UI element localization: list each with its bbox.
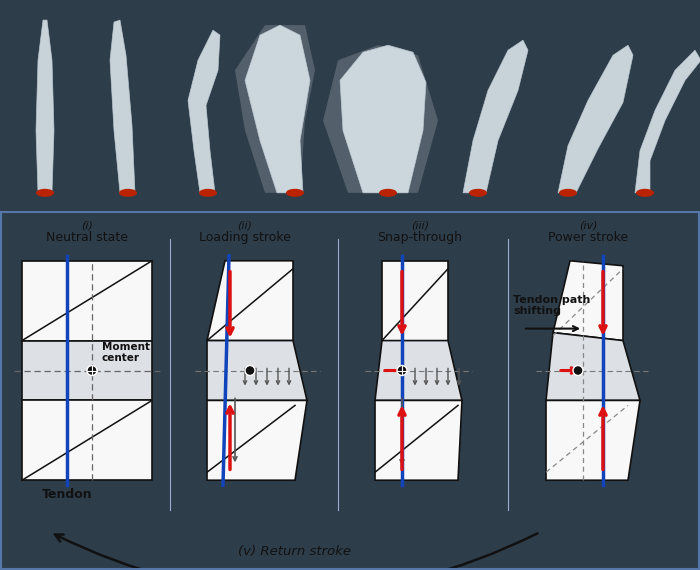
Polygon shape: [546, 332, 640, 400]
Text: Loading stroke: Loading stroke: [199, 231, 291, 244]
Polygon shape: [207, 260, 293, 340]
Bar: [22, 340, 152, 400]
Text: Neutral state: Neutral state: [46, 231, 128, 244]
Bar: [22, 260, 152, 340]
Polygon shape: [375, 340, 462, 400]
Ellipse shape: [199, 189, 217, 197]
Polygon shape: [375, 400, 462, 480]
Circle shape: [87, 365, 97, 376]
Ellipse shape: [119, 189, 137, 197]
Text: Power stroke: Power stroke: [548, 231, 628, 244]
Circle shape: [573, 365, 583, 376]
Ellipse shape: [286, 189, 304, 197]
Polygon shape: [36, 20, 54, 193]
Bar: [22, 400, 152, 480]
Ellipse shape: [559, 189, 577, 197]
Text: (ii): (ii): [237, 221, 253, 231]
Polygon shape: [553, 260, 623, 340]
Polygon shape: [323, 45, 438, 193]
Ellipse shape: [636, 189, 654, 197]
Ellipse shape: [469, 189, 487, 197]
Text: (iv): (iv): [579, 221, 597, 231]
Text: (iii): (iii): [411, 221, 429, 231]
Polygon shape: [340, 45, 426, 193]
Text: (i): (i): [81, 221, 93, 231]
Text: Moment
center: Moment center: [102, 342, 150, 363]
Polygon shape: [207, 400, 307, 480]
Polygon shape: [546, 400, 640, 480]
Text: Tendon: Tendon: [42, 488, 92, 501]
Polygon shape: [188, 30, 220, 193]
Polygon shape: [463, 40, 528, 193]
Polygon shape: [207, 340, 307, 400]
Text: Snap-through: Snap-through: [377, 231, 463, 244]
Circle shape: [397, 365, 407, 376]
Polygon shape: [382, 260, 448, 340]
Polygon shape: [245, 25, 310, 193]
Polygon shape: [235, 25, 315, 193]
Ellipse shape: [36, 189, 54, 197]
Polygon shape: [635, 50, 700, 193]
Text: Tendon path
shifting: Tendon path shifting: [513, 295, 590, 316]
Polygon shape: [558, 45, 633, 193]
Polygon shape: [110, 20, 135, 193]
Circle shape: [245, 365, 255, 376]
Ellipse shape: [379, 189, 397, 197]
Text: (v) Return stroke: (v) Return stroke: [239, 545, 351, 558]
